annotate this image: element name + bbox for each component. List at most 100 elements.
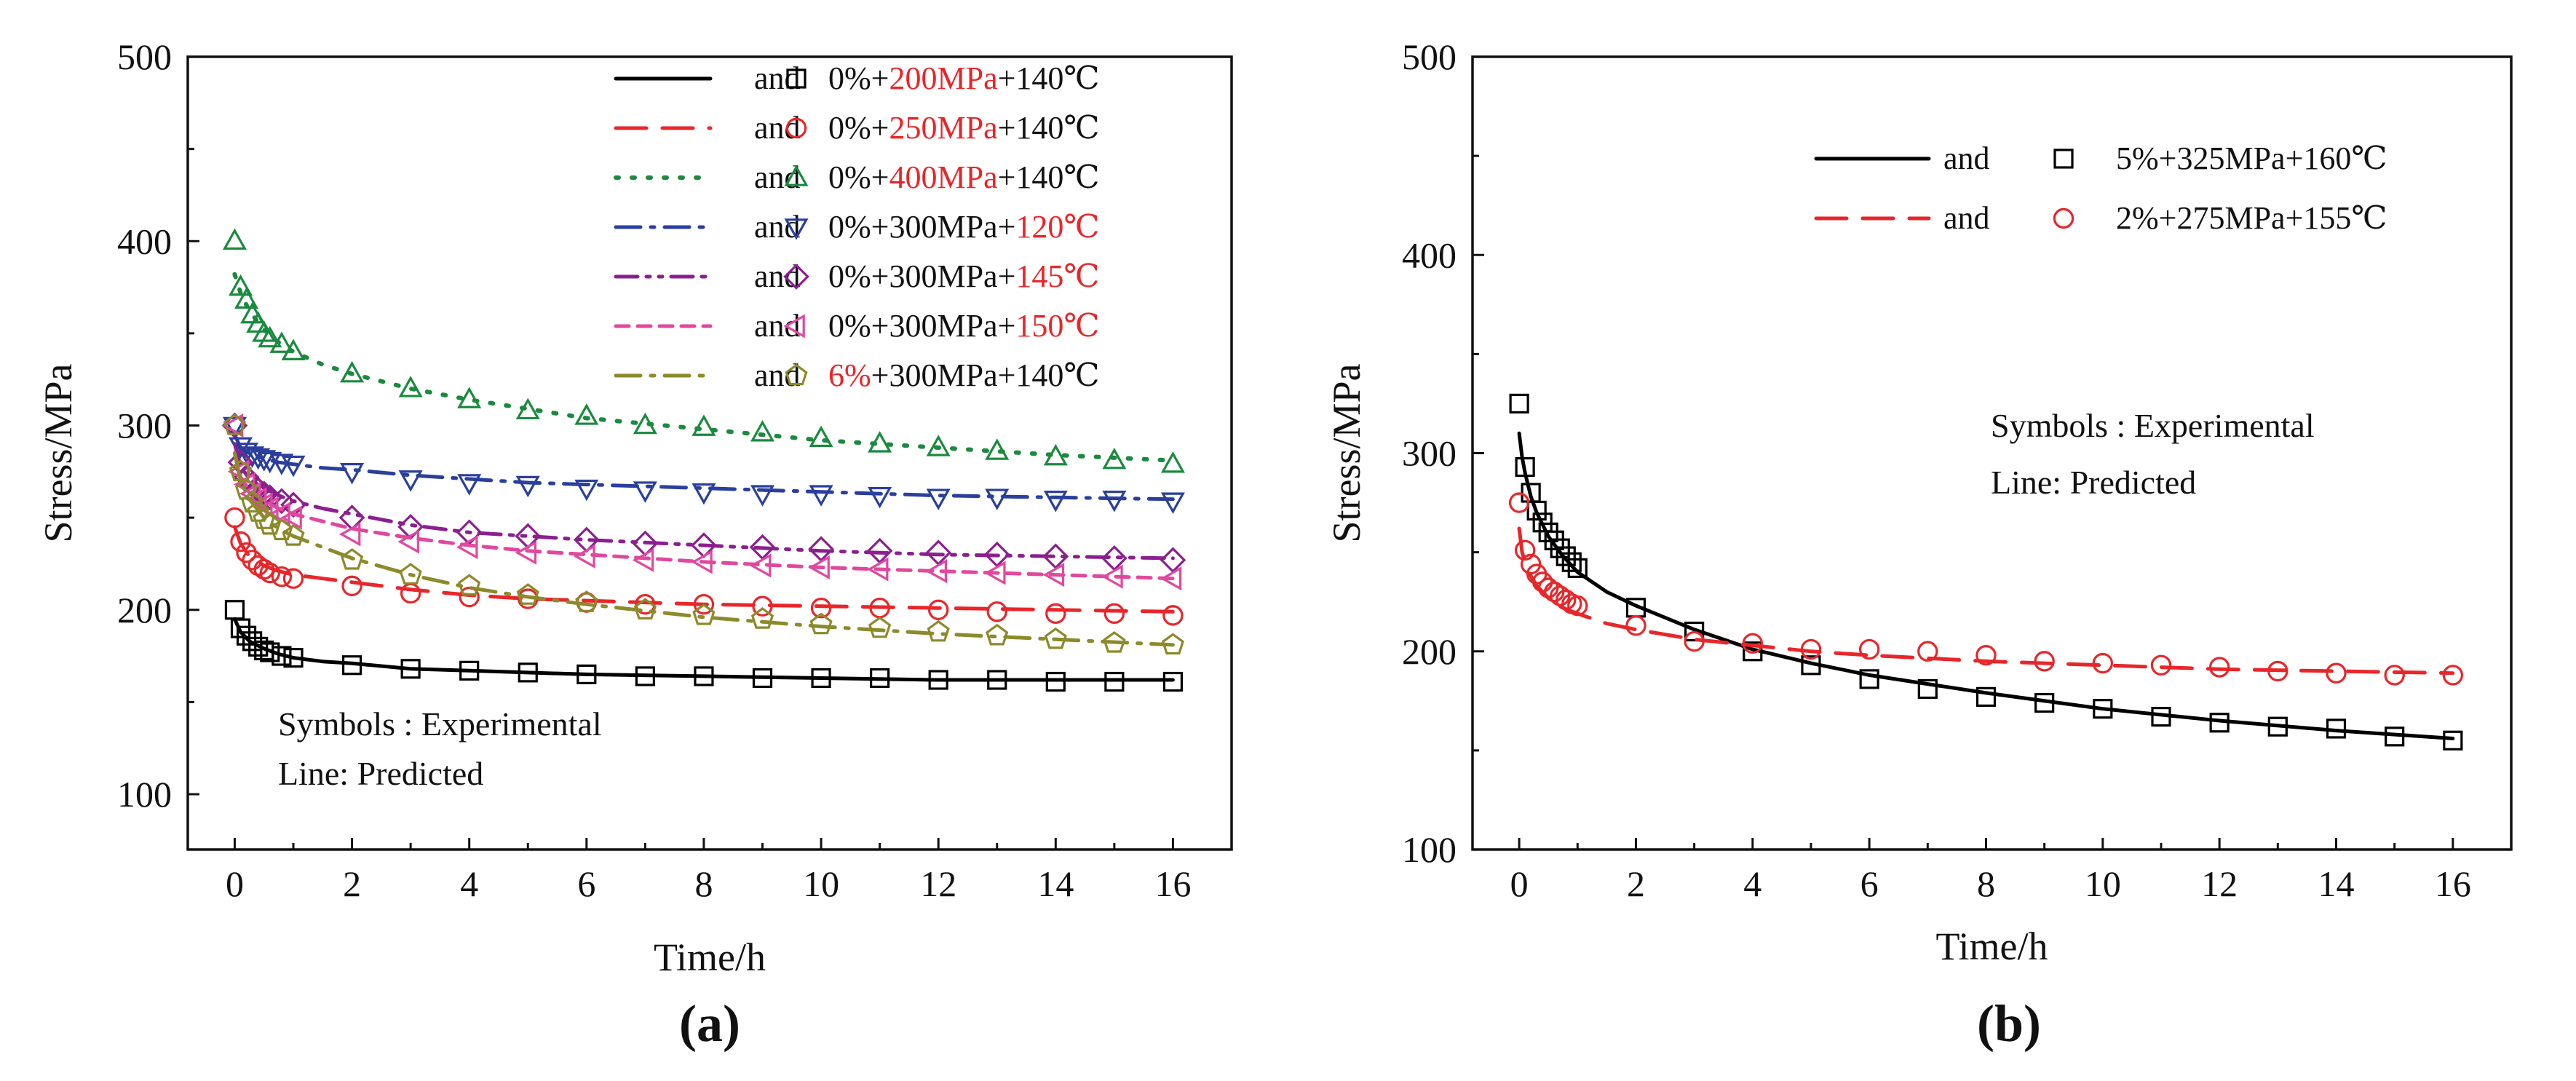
experimental-point — [750, 485, 775, 507]
experimental-point — [985, 488, 1010, 510]
experimental-point — [1514, 539, 1536, 561]
experimental-point — [1567, 595, 1588, 617]
experimental-point — [281, 455, 306, 478]
experimental-point — [2326, 662, 2347, 684]
experimental-point — [574, 479, 599, 502]
experimental-point — [2267, 660, 2288, 682]
experimental-point — [457, 474, 482, 496]
x-tick-label: 14 — [1037, 863, 1074, 904]
experimental-point — [516, 583, 539, 605]
legend-entry: and 0%+250MPa+140℃ — [614, 110, 1100, 146]
legend-and-text: and — [754, 60, 801, 96]
legend-marker-sample — [785, 117, 807, 139]
experimental-point — [2384, 665, 2405, 686]
y-tick-label: 100 — [1402, 829, 1457, 870]
legend-and-text: and — [754, 357, 801, 393]
legend-marker-sample — [784, 218, 809, 240]
legend-label: 0%+250MPa+140℃ — [828, 110, 1100, 146]
legend-label-part: 6% — [828, 357, 871, 393]
legend-and-text: and — [754, 308, 801, 344]
series-0 — [1509, 393, 2463, 751]
y-tick-label: 500 — [117, 36, 172, 77]
predicted-line — [232, 272, 1176, 463]
experimental-point — [1160, 451, 1185, 473]
experimental-point — [808, 555, 830, 580]
x-tick-label: 0 — [226, 863, 244, 904]
experimental-point — [635, 593, 656, 615]
x-tick-label: 10 — [2085, 863, 2121, 904]
legend-label-part: 5%+325MPa+160℃ — [2116, 140, 2387, 176]
x-axis-label: Time/h — [1935, 924, 2048, 968]
experimental-point — [400, 659, 421, 679]
legend-and-text: and — [754, 110, 801, 146]
experimental-point — [1160, 566, 1182, 591]
experimental-point — [260, 642, 280, 662]
experimental-point — [221, 413, 244, 438]
experimental-point — [282, 524, 305, 546]
x-tick-label: 10 — [803, 863, 839, 904]
legend-label-part: 400MPa — [889, 159, 997, 195]
experimental-point — [241, 491, 264, 513]
experimental-point — [1859, 669, 1879, 689]
experimental-point — [987, 670, 1007, 690]
annotation-text: Symbols : Experimental — [278, 705, 602, 743]
experimental-point — [235, 478, 258, 500]
experimental-point — [459, 660, 480, 681]
experimental-point — [1103, 631, 1126, 653]
experimental-point — [633, 598, 657, 620]
legend-label-part: 0%+ — [828, 60, 889, 96]
legend-entry: and 0%+300MPa+120℃ — [614, 209, 1100, 245]
experimental-point — [2208, 657, 2230, 678]
experimental-point — [283, 648, 304, 668]
predicted-line — [232, 432, 1175, 502]
legend-label-part: +140℃ — [998, 159, 1100, 195]
experimental-point — [692, 603, 716, 625]
experimental-point — [518, 662, 538, 683]
legend-entry: and 0%+200MPa+140℃ — [614, 60, 1100, 96]
experimental-point — [694, 666, 714, 686]
experimental-point — [457, 387, 482, 408]
legend-marker-sample — [2053, 207, 2074, 229]
legend-entry: and 2%+275MPa+155℃ — [1814, 200, 2387, 236]
experimental-point — [1801, 655, 1821, 676]
legend-label-part: 0%+300MPa+ — [828, 258, 1015, 294]
experimental-point — [809, 612, 833, 635]
experimental-point — [1515, 456, 1535, 478]
experimental-point — [752, 595, 773, 617]
experimental-point — [1508, 492, 1530, 513]
experimental-point — [1102, 447, 1127, 470]
legend-label: 0%+200MPa+140℃ — [828, 60, 1100, 96]
experimental-point — [750, 419, 775, 442]
experimental-point — [928, 670, 948, 690]
series-6 — [223, 413, 1184, 655]
experimental-point — [1101, 564, 1123, 589]
experimental-point — [576, 664, 597, 685]
legend-label-part: 200MPa — [889, 60, 997, 96]
experimental-point — [224, 507, 245, 528]
legend-marker-sample — [783, 314, 805, 338]
experimental-point — [1045, 671, 1066, 692]
experimental-point — [1520, 553, 1542, 575]
experimental-point — [633, 481, 657, 503]
experimental-point — [340, 360, 365, 383]
legend-label: 0%+300MPa+145℃ — [828, 258, 1100, 294]
experimental-point — [281, 338, 306, 361]
experimental-point — [397, 529, 419, 554]
experimental-point — [926, 488, 951, 510]
legend-and-text: and — [754, 209, 801, 245]
legend-entry: and 0%+300MPa+150℃ — [614, 308, 1100, 344]
experimental-point — [809, 425, 833, 448]
experimental-point — [270, 518, 293, 541]
legend-label-part: 150℃ — [1015, 308, 1099, 344]
experimental-point — [271, 566, 293, 587]
experimental-point — [280, 491, 306, 518]
y-tick-label: 300 — [117, 405, 172, 446]
legend-label-part: 0%+300MPa+ — [828, 308, 1015, 344]
experimental-point — [1858, 638, 1880, 660]
series-3 — [222, 416, 1185, 515]
predicted-line — [232, 525, 1175, 614]
experimental-point — [927, 619, 950, 642]
experimental-point — [2267, 716, 2288, 737]
experimental-point — [1102, 491, 1127, 512]
